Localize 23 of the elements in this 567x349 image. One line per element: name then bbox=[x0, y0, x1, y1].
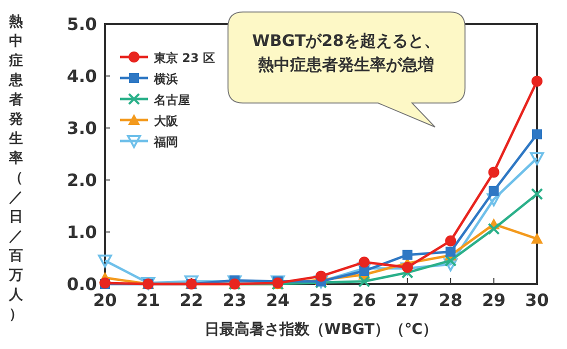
legend-label: 大阪 bbox=[154, 114, 179, 128]
x-tick-label: 25 bbox=[309, 291, 333, 311]
legend-label: 名古屋 bbox=[153, 93, 190, 107]
annotation: WBGTが28を超えると、熱中症患者発生率が急増 bbox=[252, 31, 440, 74]
y-tick-label: 5.0 bbox=[66, 15, 98, 35]
x-tick-label: 21 bbox=[136, 291, 160, 311]
y-tick-label: 4.0 bbox=[66, 67, 98, 87]
x-tick-label: 26 bbox=[352, 291, 376, 311]
legend-label: 横浜 bbox=[153, 72, 178, 86]
y-tick-label: 1.0 bbox=[66, 223, 98, 243]
x-tick-label: 24 bbox=[266, 291, 290, 311]
x-tick-label: 23 bbox=[222, 291, 246, 311]
x-tick-label: 22 bbox=[180, 291, 204, 311]
text: 熱中症患者発生率（／日／百万人） bbox=[9, 14, 23, 322]
x-tick-label: 27 bbox=[396, 291, 420, 311]
legend-label: 東京 23 区 bbox=[153, 51, 216, 65]
y-tick-label: 2.0 bbox=[66, 171, 98, 191]
legend-label: 福岡 bbox=[153, 135, 178, 149]
y-tick-label: 3.0 bbox=[66, 119, 98, 139]
x-tick-label: 30 bbox=[525, 291, 549, 311]
x-tick-label: 29 bbox=[482, 291, 506, 311]
x-axis-title: 日最高暑さ指数（WBGT）（℃） bbox=[204, 320, 438, 338]
x-tick-label: 28 bbox=[438, 291, 462, 311]
